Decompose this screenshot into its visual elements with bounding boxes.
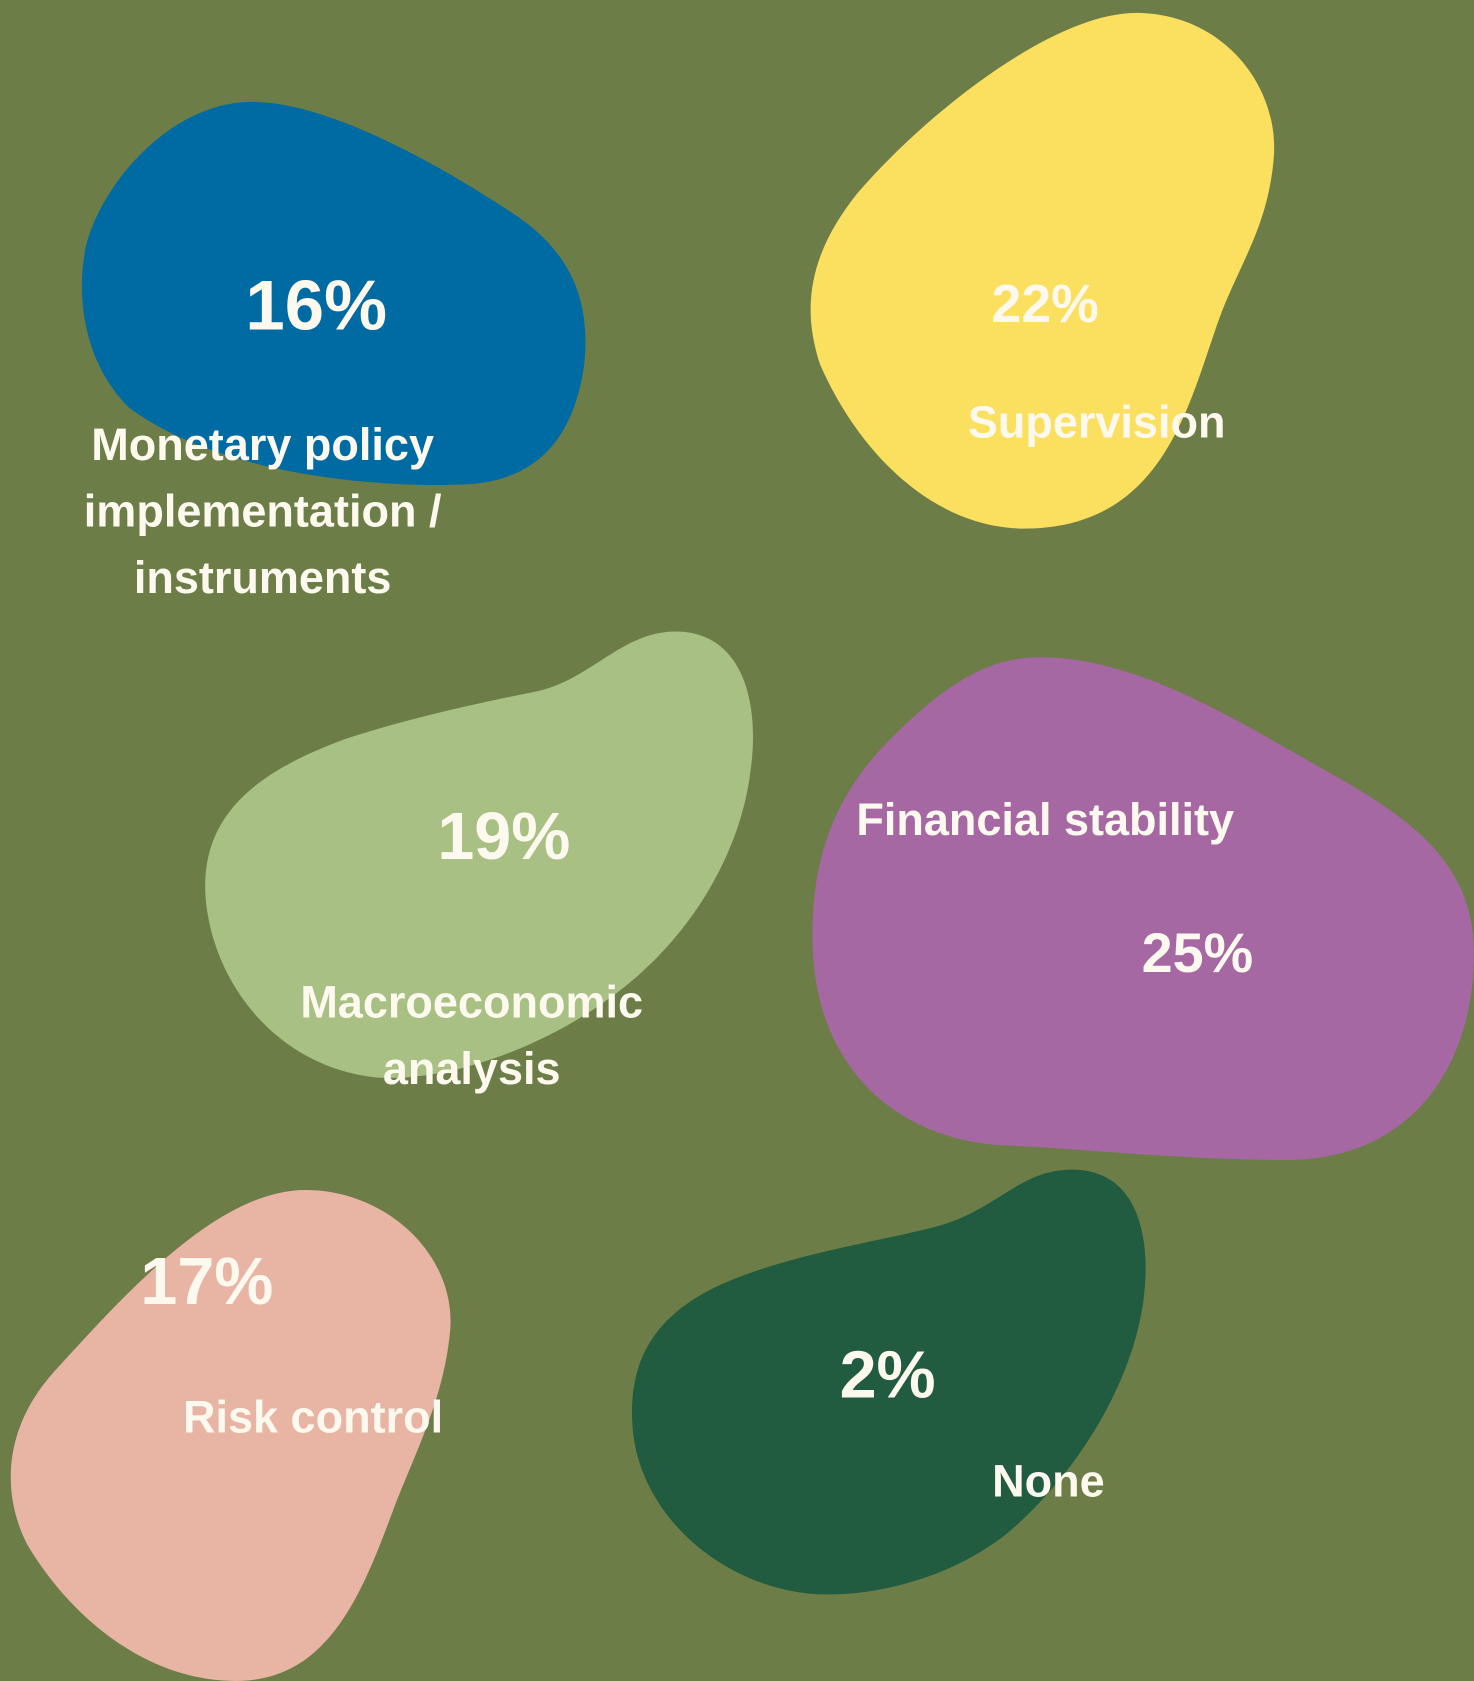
blob bbox=[812, 657, 1474, 1160]
value-label: 16% bbox=[245, 266, 387, 345]
label-line: instruments bbox=[134, 552, 392, 603]
value-label: 25% bbox=[1142, 922, 1254, 984]
label-line: implementation / bbox=[84, 486, 442, 537]
value-label: 2% bbox=[840, 1338, 936, 1412]
blob bbox=[810, 12, 1275, 529]
value-label: 22% bbox=[992, 274, 1099, 334]
category-label: Monetary policy implementation / instrumen… bbox=[84, 419, 442, 603]
category-label: Macroeconomic analysis bbox=[300, 976, 643, 1093]
label-line: Macroeconomic bbox=[300, 976, 643, 1027]
value-label: 17% bbox=[140, 1245, 273, 1319]
category-label: Supervision bbox=[968, 397, 1226, 448]
blob bbox=[205, 631, 754, 1078]
blob bbox=[631, 1169, 1146, 1595]
value-label: 19% bbox=[437, 800, 570, 874]
category-label: Financial stability bbox=[856, 794, 1234, 845]
label-line: Monetary policy bbox=[91, 419, 434, 470]
category-label: None bbox=[992, 1456, 1105, 1507]
label-line: analysis bbox=[383, 1043, 561, 1094]
category-label: Risk control bbox=[183, 1391, 443, 1442]
blob bbox=[81, 101, 586, 485]
blob bbox=[10, 1189, 451, 1681]
